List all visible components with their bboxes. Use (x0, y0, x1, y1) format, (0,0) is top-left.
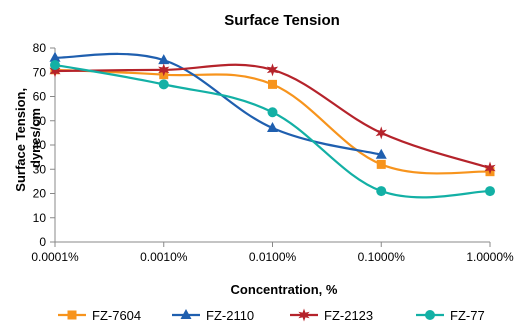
data-point-fz-77 (267, 107, 278, 118)
data-point-fz-2123 (266, 63, 279, 77)
data-point-fz-7604 (268, 79, 277, 89)
y-axis-title-line-1: Surface Tension, (13, 88, 28, 192)
legend-label-fz-7604: FZ-7604 (92, 308, 141, 323)
data-point-fz-2110 (49, 51, 61, 62)
data-point-fz-77 (376, 186, 387, 197)
series-fz-7604 (50, 65, 495, 177)
x-axis-title: Concentration, % (231, 282, 338, 297)
legend-marker-fz-7604 (67, 310, 77, 320)
x-tick-label: 0.0100% (249, 250, 297, 264)
x-tick-label: 0.0001% (31, 250, 79, 264)
x-tick-label: 0.0010% (140, 250, 188, 264)
legend-marker-fz-77 (425, 310, 435, 320)
legend-marker-fz-2123 (298, 308, 310, 322)
y-tick-label: 40 (33, 138, 47, 152)
legend: FZ-7604 FZ-2110 FZ-2123 FZ-77 (58, 308, 485, 323)
series-line-fz-2110 (54, 52, 382, 156)
y-tick-label: 0 (39, 235, 46, 249)
plot-area (49, 51, 496, 199)
y-axis-title-line-2: dynes/cm (28, 108, 43, 168)
series-fz-2110 (49, 51, 387, 159)
data-point-fz-2123 (484, 161, 496, 175)
y-axis-title: Surface Tension, dynes/cm (13, 84, 43, 191)
y-tick-label: 70 (33, 65, 47, 79)
legend-item-fz-2110: FZ-2110 (172, 308, 254, 323)
data-point-fz-2123 (375, 126, 387, 140)
data-point-fz-77 (50, 59, 60, 70)
axes: 0 10 20 30 40 50 60 70 80 0.0001% 0.0010% 0.0100% 0.… (31, 41, 514, 264)
y-tick-label: 60 (33, 90, 47, 104)
data-point-fz-2110 (267, 122, 278, 133)
y-tick-label: 20 (33, 187, 47, 201)
legend-marker-fz-2110 (180, 309, 192, 319)
data-point-fz-2123 (158, 63, 170, 77)
y-tick-label: 30 (33, 162, 47, 176)
chart-title: Surface Tension (224, 12, 340, 29)
legend-item-fz-77: FZ-77 (416, 308, 485, 323)
series-fz-77 (50, 59, 495, 199)
series-fz-2123 (49, 63, 496, 175)
legend-item-fz-7604: FZ-7604 (58, 308, 141, 323)
legend-label-fz-77: FZ-77 (450, 308, 485, 323)
data-point-fz-2110 (375, 148, 387, 159)
y-tick-label: 50 (33, 114, 47, 128)
y-tick-label: 80 (33, 41, 47, 55)
data-point-fz-2110 (158, 54, 170, 65)
data-point-fz-77 (158, 79, 169, 90)
x-tick-label: 0.1000% (358, 250, 406, 264)
y-tick-label: 10 (33, 211, 47, 225)
data-point-fz-7604 (376, 159, 386, 169)
legend-label-fz-2123: FZ-2123 (324, 308, 373, 323)
legend-item-fz-2123: FZ-2123 (290, 308, 373, 323)
x-tick-label: 1.0000% (466, 250, 514, 264)
data-point-fz-77 (485, 186, 495, 197)
data-point-fz-2123 (49, 64, 61, 78)
legend-label-fz-2110: FZ-2110 (206, 308, 254, 323)
